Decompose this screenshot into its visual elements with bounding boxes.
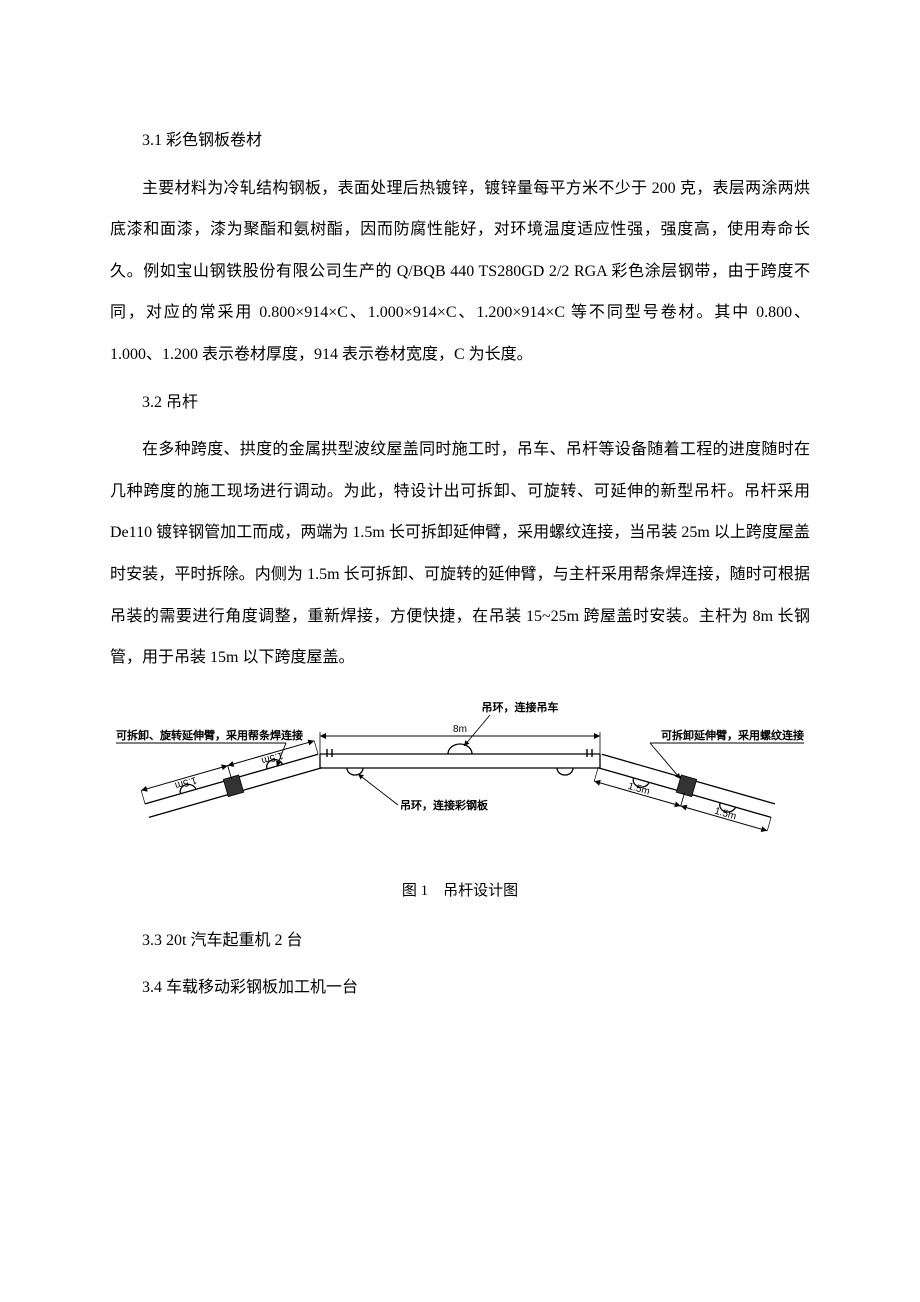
svg-text:1.5m: 1.5m	[713, 805, 737, 822]
svg-text:可拆卸、旋转延伸臂，采用帮条焊连接: 可拆卸、旋转延伸臂，采用帮条焊连接	[116, 728, 303, 742]
svg-text:可拆卸延伸臂，采用螺纹连接: 可拆卸延伸臂，采用螺纹连接	[661, 728, 804, 742]
svg-text:8m: 8m	[453, 724, 467, 735]
heading-3-4: 3.4 车载移动彩钢板加工机一台	[110, 967, 810, 1009]
svg-text:吊环，连接吊车: 吊环，连接吊车	[482, 700, 559, 714]
hanger-diagram: 8m 1.5m 1.5m 1.5m 1.5m 吊环，连接吊车可拆卸、旋转延伸臂，采用帮条焊…	[110, 691, 810, 851]
heading-3-1: 3.1 彩色钢板卷材	[110, 120, 810, 162]
svg-text:1.5m: 1.5m	[627, 781, 651, 798]
para-3-2: 在多种跨度、拱度的金属拱型波纹屋盖同时施工时，吊车、吊杆等设备随着工程的进度随时…	[110, 429, 810, 679]
figure-1-container: 8m 1.5m 1.5m 1.5m 1.5m 吊环，连接吊车可拆卸、旋转延伸臂，采用帮条焊…	[110, 691, 810, 900]
para-3-1: 主要材料为冷轧结构钢板，表面处理后热镀锌，镀锌量每平方米不少于 200 克，表层…	[110, 168, 810, 376]
svg-text:1.5m: 1.5m	[173, 774, 197, 791]
figure-1-caption: 图 1 吊杆设计图	[110, 879, 810, 900]
heading-3-2: 3.2 吊杆	[110, 382, 810, 424]
heading-3-3: 3.3 20t 汽车起重机 2 台	[110, 920, 810, 962]
svg-text:1.5m: 1.5m	[260, 749, 284, 766]
svg-text:吊环，连接彩钢板: 吊环，连接彩钢板	[400, 798, 489, 812]
